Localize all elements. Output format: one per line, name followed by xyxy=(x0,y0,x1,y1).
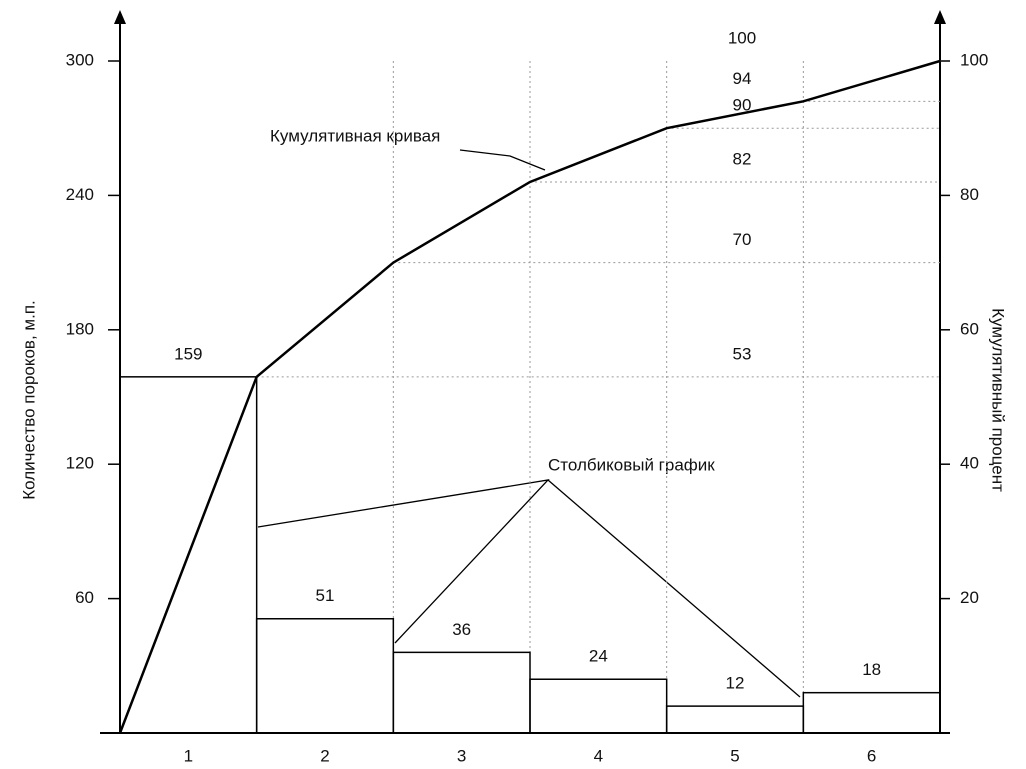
y-tick-label: 120 xyxy=(66,454,94,473)
y2-tick-label: 100 xyxy=(960,50,988,69)
annotation: Столбиковый график xyxy=(548,455,715,474)
cumulative-label: 90 xyxy=(733,96,752,115)
annotation: Кумулятивная кривая xyxy=(270,126,440,145)
bar-label: 159 xyxy=(174,344,202,363)
y2-axis-label: Кумулятивный процент xyxy=(989,308,1008,492)
bar-label: 24 xyxy=(589,647,608,666)
bar xyxy=(255,618,395,734)
bar-label: 12 xyxy=(726,674,745,693)
cumulative-label: 70 xyxy=(733,230,752,249)
cumulative-label: 53 xyxy=(733,344,752,363)
y2-tick-label: 80 xyxy=(960,185,979,204)
cumulative-label: 94 xyxy=(733,69,752,88)
cumulative-line xyxy=(255,59,941,378)
bar-label: 36 xyxy=(452,620,471,639)
y-tick-label: 60 xyxy=(75,588,94,607)
y2-tick-label: 20 xyxy=(960,588,979,607)
bar xyxy=(119,376,258,734)
y-axis-label: Количество пороков, м.п. xyxy=(19,300,38,499)
annotation-pointer xyxy=(257,149,801,698)
cumulative-start xyxy=(118,376,258,734)
bar xyxy=(392,651,531,734)
axis-arrow xyxy=(114,10,126,24)
bar xyxy=(529,678,668,734)
bar xyxy=(665,705,805,734)
x-tick-label: 3 xyxy=(457,746,466,765)
bar xyxy=(802,691,941,734)
y-tick-label: 240 xyxy=(66,185,94,204)
x-tick-label: 5 xyxy=(730,746,739,765)
cumulative-label: 100 xyxy=(728,28,756,47)
bar-label: 18 xyxy=(862,660,881,679)
y2-tick-label: 40 xyxy=(960,454,979,473)
x-tick-label: 6 xyxy=(867,746,876,765)
y-tick-label: 180 xyxy=(66,319,94,338)
x-tick-label: 4 xyxy=(594,746,603,765)
y-tick-label: 300 xyxy=(66,50,94,69)
x-tick-label: 2 xyxy=(320,746,329,765)
x-tick-label: 1 xyxy=(184,746,193,765)
axis-arrow xyxy=(934,10,946,24)
bar-label: 51 xyxy=(316,586,335,605)
y2-tick-label: 60 xyxy=(960,319,979,338)
cumulative-label: 82 xyxy=(733,149,752,168)
